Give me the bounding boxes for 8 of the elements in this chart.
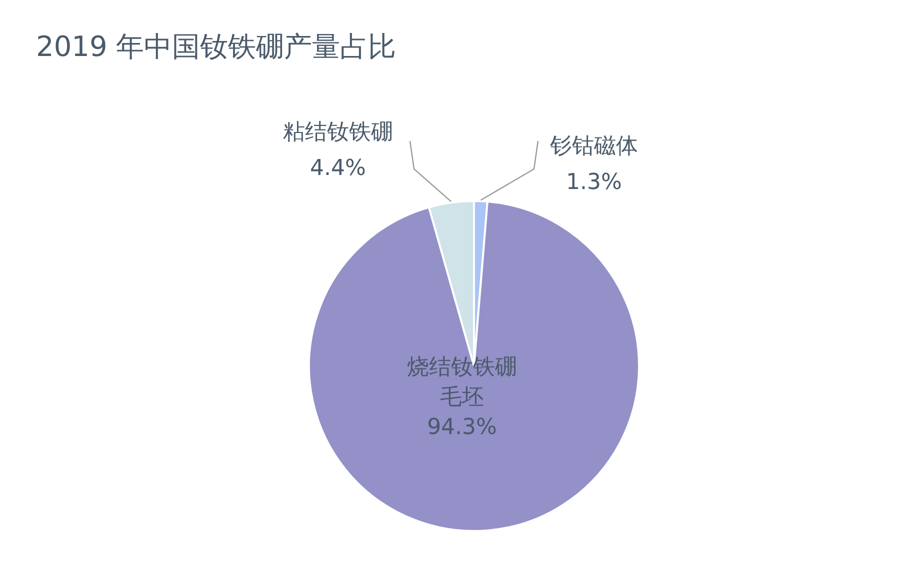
data-label: 94.3% [427,415,497,440]
pie-slice [308,200,640,532]
chart-title: 2019 年中国钕铁硼产量占比 [36,30,396,63]
data-label: 4.4% [310,156,366,181]
slice-label: 烧结钕铁硼毛坯 [407,355,517,410]
slice-label: 钐钴磁体 [549,134,638,159]
slice-label: 粘结钕铁硼 [283,120,393,145]
data-label: 1.3% [566,170,622,195]
